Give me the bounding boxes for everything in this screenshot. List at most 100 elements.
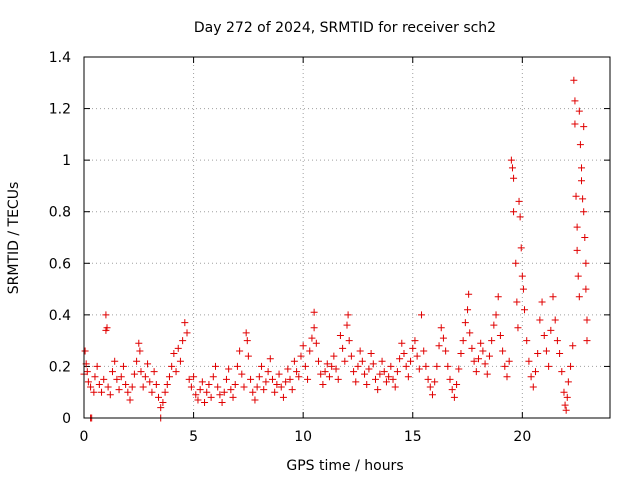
data-point — [251, 396, 259, 404]
data-point — [424, 375, 432, 383]
y-tick-label: 0.4 — [49, 308, 71, 324]
data-point — [243, 337, 251, 345]
data-point — [547, 326, 555, 334]
data-point — [253, 383, 261, 391]
data-point — [155, 393, 163, 401]
data-point — [212, 362, 219, 370]
data-point — [102, 311, 110, 319]
data-point — [575, 293, 583, 301]
data-point — [345, 337, 353, 345]
data-point — [433, 362, 441, 370]
data-point — [218, 399, 226, 407]
data-point — [268, 375, 276, 383]
data-point — [518, 272, 526, 280]
data-point — [100, 375, 108, 383]
data-point — [293, 368, 301, 376]
data-point — [231, 380, 239, 388]
data-point — [279, 393, 287, 401]
data-points-layer — [80, 76, 591, 422]
data-point — [238, 370, 246, 378]
data-point — [573, 223, 581, 231]
data-point — [152, 380, 160, 388]
data-point — [282, 378, 290, 386]
data-point — [310, 324, 318, 332]
data-point — [435, 342, 443, 350]
data-point — [490, 321, 498, 329]
data-point — [571, 97, 579, 105]
data-point — [400, 350, 408, 358]
data-point — [222, 375, 230, 383]
data-point — [146, 378, 154, 386]
data-point — [119, 362, 127, 370]
data-point — [485, 352, 493, 360]
data-point — [344, 311, 352, 319]
data-point — [139, 383, 147, 391]
data-point — [404, 373, 412, 381]
data-point — [573, 246, 581, 254]
data-point — [453, 380, 461, 388]
data-point — [398, 339, 406, 347]
data-point — [111, 357, 119, 365]
data-point — [159, 399, 167, 407]
data-point — [98, 388, 106, 396]
data-point — [284, 365, 292, 373]
data-point — [514, 324, 522, 332]
x-tick-label: 0 — [80, 429, 89, 445]
data-point — [172, 368, 180, 376]
data-point — [574, 272, 582, 280]
data-point — [551, 316, 559, 324]
data-point — [553, 337, 561, 345]
data-point — [95, 380, 103, 388]
data-point — [275, 370, 283, 378]
data-point — [133, 357, 141, 365]
data-point — [277, 383, 285, 391]
data-point — [308, 334, 316, 342]
data-point — [137, 368, 145, 376]
data-point — [538, 298, 546, 306]
data-point — [579, 195, 587, 203]
data-point — [244, 352, 252, 360]
data-point — [301, 362, 309, 370]
data-point — [336, 331, 344, 339]
data-point — [439, 334, 447, 342]
data-point — [90, 388, 98, 396]
data-point — [295, 373, 303, 381]
data-point — [315, 357, 323, 365]
data-point — [148, 388, 156, 396]
data-point — [286, 375, 294, 383]
data-point — [271, 388, 279, 396]
data-point — [563, 393, 571, 401]
x-axis-label: GPS time / hours — [286, 458, 403, 474]
data-point — [542, 347, 550, 355]
data-point — [203, 388, 211, 396]
data-point — [262, 378, 270, 386]
data-point — [93, 362, 101, 370]
data-point — [319, 380, 327, 388]
data-point — [517, 244, 525, 252]
data-point — [288, 386, 296, 394]
data-point — [170, 350, 178, 358]
grid-layer — [84, 57, 610, 418]
data-point — [428, 391, 436, 399]
data-point — [466, 329, 474, 337]
data-point — [209, 373, 217, 381]
data-point — [513, 298, 521, 306]
data-point — [529, 383, 537, 391]
data-point — [310, 308, 318, 316]
data-point — [176, 357, 184, 365]
data-point — [380, 368, 388, 376]
tick-labels-layer: 0 0.2 0.4 0.6 0.8 1 1.2 1.4 0 5 10 15 20 — [49, 50, 532, 445]
data-point — [583, 337, 591, 345]
data-point — [220, 388, 228, 396]
data-point — [450, 393, 458, 401]
data-point — [347, 352, 355, 360]
data-point — [545, 362, 553, 370]
data-point — [426, 383, 434, 391]
data-point — [464, 306, 472, 314]
data-point — [475, 355, 482, 363]
data-point — [515, 197, 523, 205]
data-point — [431, 378, 439, 386]
data-point — [472, 368, 480, 376]
y-tick-label: 0 — [62, 411, 71, 427]
